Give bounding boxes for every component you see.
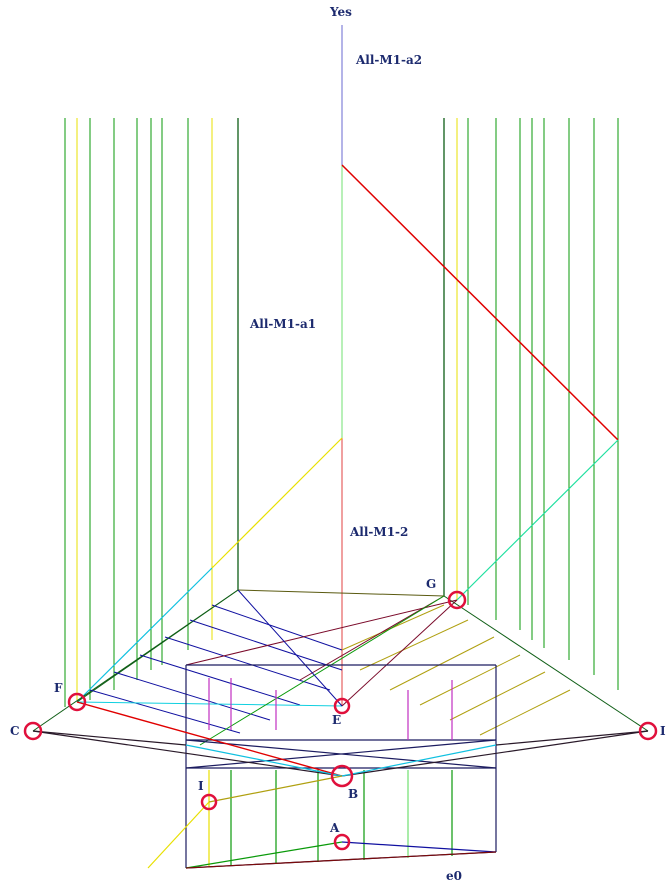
marker-i-left	[200, 793, 218, 811]
marker-f	[67, 692, 87, 712]
diagonal-branches	[76, 164, 619, 703]
label-yes: Yes	[329, 5, 352, 19]
left-vertical-lines	[64, 118, 239, 707]
label-point-g: G	[426, 577, 436, 591]
marker-i-right	[638, 721, 658, 741]
label-all-m1-2: All-M1-2	[349, 525, 408, 539]
label-point-i-left: I	[198, 779, 204, 793]
point-markers	[23, 590, 658, 851]
marker-a	[333, 833, 351, 851]
label-all-m1-a2: All-M1-a2	[355, 53, 422, 67]
label-point-c: C	[10, 724, 20, 738]
label-point-a: A	[329, 821, 340, 835]
bottom-wedge	[147, 801, 497, 869]
marker-e	[333, 697, 351, 715]
label-point-e: E	[332, 713, 341, 727]
label-point-b: B	[348, 787, 358, 801]
marker-b	[330, 764, 354, 788]
label-point-f: F	[54, 681, 63, 695]
marker-c	[23, 721, 43, 741]
label-all-m1-a1: All-M1-a1	[249, 317, 316, 331]
rays-to-b	[32, 701, 649, 803]
right-vertical-lines	[443, 118, 619, 690]
floor-grid	[32, 589, 649, 746]
label-e0: e0	[446, 869, 462, 883]
label-point-i-right: I	[660, 724, 666, 738]
marker-g	[447, 590, 467, 610]
